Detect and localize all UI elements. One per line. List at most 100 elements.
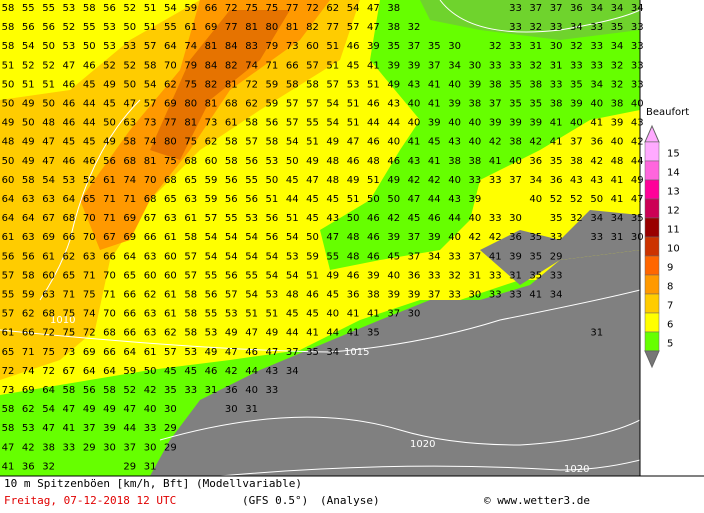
grid-value: 62 xyxy=(326,3,339,14)
grid-value: 69 xyxy=(205,22,218,33)
grid-value: 61 xyxy=(184,213,197,224)
grid-value: 40 xyxy=(387,270,400,281)
grid-value: 62 xyxy=(164,328,177,339)
grid-value: 74 xyxy=(245,60,258,71)
grid-value: 63 xyxy=(144,251,157,262)
grid-value: 79 xyxy=(184,60,197,71)
grid-value: 29 xyxy=(164,442,177,453)
legend-swatch xyxy=(644,160,660,181)
grid-value: 43 xyxy=(631,118,644,129)
grid-value: 57 xyxy=(286,118,299,129)
grid-value: 72 xyxy=(42,366,55,377)
grid-value: 57 xyxy=(205,213,218,224)
grid-value: 33 xyxy=(509,3,522,14)
grid-value: 50 xyxy=(123,79,136,90)
grid-value: 29 xyxy=(83,442,96,453)
grid-value: 75 xyxy=(266,3,279,14)
grid-value: 74 xyxy=(83,309,96,320)
grid-value: 49 xyxy=(103,137,116,148)
grid-value: 50 xyxy=(306,232,319,243)
grid-value: 40 xyxy=(448,79,461,90)
grid-value: 44 xyxy=(631,156,644,167)
grid-value: 37 xyxy=(83,423,96,434)
legend-swatch xyxy=(644,293,660,314)
legend-label: 5 xyxy=(667,339,673,350)
grid-value: 52 xyxy=(123,385,136,396)
grid-value: 46 xyxy=(367,232,380,243)
grid-value: 58 xyxy=(123,137,136,148)
grid-value: 31 xyxy=(529,41,542,52)
grid-value: 46 xyxy=(245,347,258,358)
grid-value: 53 xyxy=(184,347,197,358)
grid-value: 54 xyxy=(286,270,299,281)
land-gray-north xyxy=(480,210,640,285)
grid-value: 63 xyxy=(164,213,177,224)
grid-value: 36 xyxy=(509,232,522,243)
grid-value: 56 xyxy=(103,156,116,167)
grid-value: 39 xyxy=(387,232,400,243)
grid-value: 57 xyxy=(144,99,157,110)
grid-value: 46 xyxy=(347,270,360,281)
grid-value: 51 xyxy=(367,175,380,186)
grid-value: 68 xyxy=(42,309,55,320)
grid-value: 52 xyxy=(42,60,55,71)
grid-value: 54 xyxy=(42,404,55,415)
grid-value: 51 xyxy=(266,194,279,205)
grid-value: 44 xyxy=(245,366,258,377)
grid-value: 30 xyxy=(469,290,482,301)
grid-value: 42 xyxy=(408,175,421,186)
legend-swatch xyxy=(644,236,660,257)
grid-value: 68 xyxy=(184,156,197,167)
grid-value: 47 xyxy=(123,99,136,110)
grid-value: 46 xyxy=(367,251,380,262)
grid-value: 59 xyxy=(22,290,35,301)
legend-swatch xyxy=(644,331,660,352)
grid-value: 72 xyxy=(225,3,238,14)
grid-value: 69 xyxy=(123,232,136,243)
grid-value: 30 xyxy=(631,232,644,243)
grid-value: 66 xyxy=(286,60,299,71)
grid-value: 35 xyxy=(529,99,542,110)
grid-value: 56 xyxy=(245,156,258,167)
grid-value: 49 xyxy=(103,404,116,415)
grid-value: 53 xyxy=(103,41,116,52)
grid-value: 57 xyxy=(2,270,15,281)
grid-value: 40 xyxy=(631,99,644,110)
grid-value: 35 xyxy=(550,213,563,224)
grid-value: 53 xyxy=(63,3,76,14)
grid-value: 39 xyxy=(570,99,583,110)
grid-value: 58 xyxy=(286,79,299,90)
grid-value: 48 xyxy=(326,156,339,167)
grid-value: 38 xyxy=(448,156,461,167)
grid-value: 58 xyxy=(184,290,197,301)
grid-value: 29 xyxy=(123,461,136,472)
grid-value: 74 xyxy=(22,366,35,377)
grid-value: 60 xyxy=(164,270,177,281)
grid-value: 58 xyxy=(2,22,15,33)
grid-value: 71 xyxy=(103,213,116,224)
grid-value: 31 xyxy=(144,461,157,472)
grid-value: 53 xyxy=(63,41,76,52)
grid-value: 74 xyxy=(123,175,136,186)
grid-value: 55 xyxy=(42,3,55,14)
grid-value: 67 xyxy=(103,232,116,243)
grid-value: 50 xyxy=(347,213,360,224)
grid-value: 34 xyxy=(611,41,624,52)
grid-value: 44 xyxy=(367,118,380,129)
grid-value: 54 xyxy=(225,232,238,243)
grid-value: 61 xyxy=(184,22,197,33)
grid-value: 42 xyxy=(590,156,603,167)
grid-value: 52 xyxy=(123,60,136,71)
grid-value: 63 xyxy=(184,194,197,205)
grid-value: 47 xyxy=(367,3,380,14)
grid-value: 39 xyxy=(103,423,116,434)
legend: 15 14 13 12 11 10 9 8 7 6 5 xyxy=(644,124,680,369)
isobar-label: 1020 xyxy=(410,439,435,450)
grid-value: 68 xyxy=(63,213,76,224)
gold-field xyxy=(0,0,360,380)
grid-value: 50 xyxy=(286,156,299,167)
grid-value: 41 xyxy=(611,175,624,186)
grid-value: 45 xyxy=(347,60,360,71)
grid-value: 54 xyxy=(144,79,157,90)
